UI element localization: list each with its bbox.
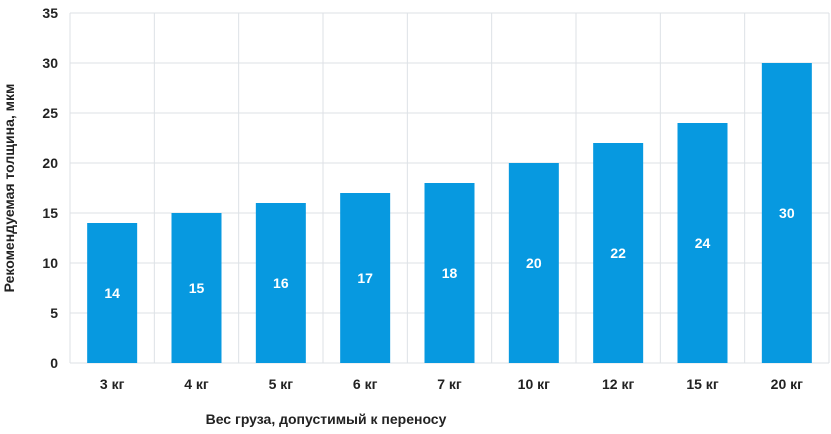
bar	[171, 213, 222, 363]
data-label: 14	[104, 285, 120, 301]
x-tick-label: 4 кг	[184, 376, 209, 392]
bar	[424, 183, 475, 363]
x-axis-label: Вес груза, допустимый к переносу	[206, 411, 447, 427]
data-label: 15	[189, 280, 205, 296]
bar	[255, 203, 306, 363]
y-axis-label: Рекомендуемая толщина, мкм	[1, 84, 17, 293]
data-label: 18	[442, 265, 458, 281]
y-tick-label: 35	[42, 5, 58, 21]
y-tick-label: 20	[42, 155, 58, 171]
bar	[761, 63, 812, 363]
data-label: 17	[357, 270, 373, 286]
bar	[593, 143, 644, 363]
data-label: 20	[526, 255, 542, 271]
data-label: 24	[695, 235, 711, 251]
y-tick-label: 5	[50, 305, 58, 321]
bar	[340, 193, 391, 363]
x-tick-label: 5 кг	[269, 376, 294, 392]
x-axis-ticks: 3 кг 4 кг 5 кг 6 кг 7 кг 10 кг 12 кг 15 кг 20 кг	[100, 376, 803, 392]
y-tick-label: 30	[42, 55, 58, 71]
bars	[87, 63, 812, 363]
x-tick-label: 3 кг	[100, 376, 125, 392]
bar	[87, 223, 138, 363]
data-label: 16	[273, 275, 289, 291]
x-tick-label: 6 кг	[353, 376, 378, 392]
data-labels: 14 15 16 17 18 20 22 24 30	[104, 205, 794, 301]
y-tick-label: 10	[42, 255, 58, 271]
y-tick-label: 0	[50, 355, 58, 371]
y-tick-label: 15	[42, 205, 58, 221]
data-label: 22	[610, 245, 626, 261]
gridlines	[69, 12, 830, 364]
bar	[677, 123, 728, 363]
x-tick-label: 15 кг	[686, 376, 718, 392]
x-tick-label: 20 кг	[771, 376, 803, 392]
x-tick-label: 7 кг	[437, 376, 462, 392]
data-label: 30	[779, 205, 795, 221]
bar	[508, 163, 559, 363]
x-tick-label: 12 кг	[602, 376, 634, 392]
y-axis-ticks: 0 5 10 15 20 25 30 35	[42, 5, 58, 371]
y-tick-label: 25	[42, 105, 58, 121]
x-tick-label: 10 кг	[518, 376, 550, 392]
